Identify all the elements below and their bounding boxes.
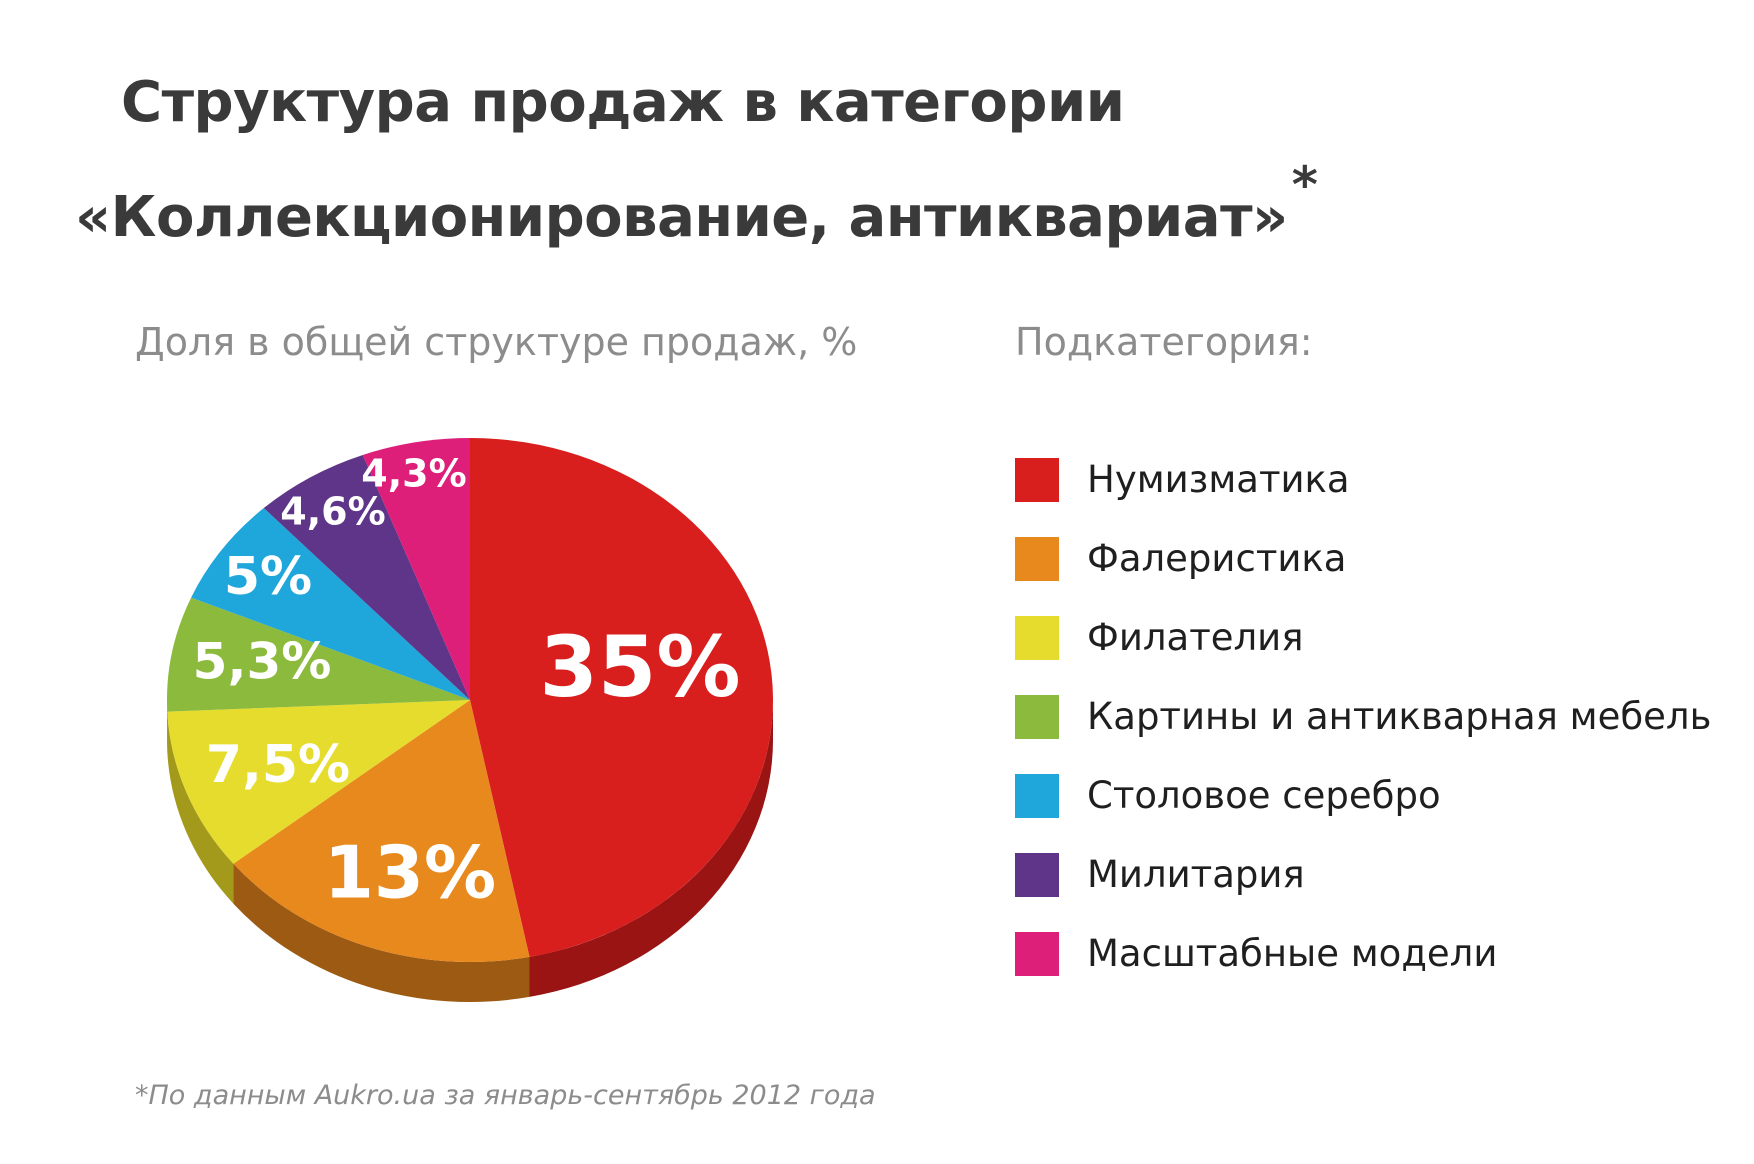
legend-item: Филателия: [1015, 598, 1711, 677]
legend-label: Милитария: [1087, 853, 1305, 896]
legend: Нумизматика Фалеристика Филателия Картины и…: [1015, 440, 1711, 993]
legend-swatch: [1015, 931, 1059, 976]
legend-label: Нумизматика: [1087, 458, 1350, 501]
pie-label-3: 5,3%: [193, 633, 332, 691]
chart-title: Структура продаж в категории «Коллекцион…: [75, 62, 1318, 259]
legend-swatch: [1015, 773, 1059, 818]
pie-slice-0: [470, 438, 773, 957]
legend-label: Картины и антикварная мебель: [1087, 695, 1712, 738]
legend-label: Фалеристика: [1087, 537, 1347, 580]
legend-item: Столовое серебро: [1015, 756, 1711, 835]
legend-swatch: [1015, 694, 1059, 739]
pie-label-5: 4,6%: [280, 490, 385, 534]
footnote: *По данным Aukro.ua за январь-сентябрь 2…: [135, 1080, 876, 1111]
legend-item: Фалеристика: [1015, 519, 1711, 598]
legend-swatch: [1015, 536, 1059, 581]
pie-label-2: 7,5%: [206, 735, 350, 795]
legend-item: Картины и антикварная мебель: [1015, 677, 1711, 756]
chart-title-line2: «Коллекционирование, антиквариат»*: [75, 144, 1318, 259]
legend-item: Масштабные модели: [1015, 914, 1711, 993]
pie-slice-3: [167, 597, 470, 712]
legend-swatch: [1015, 457, 1059, 502]
pie-side-2: [167, 711, 234, 904]
legend-swatch: [1015, 615, 1059, 660]
pie-slice-5: [263, 454, 470, 700]
chart-title-line2-text: «Коллекционирование, антиквариат»: [75, 185, 1288, 250]
pie-slice-2: [167, 700, 470, 864]
legend-title: Подкатегория:: [1015, 320, 1313, 364]
chart-title-line1: Структура продаж в категории: [121, 70, 1125, 135]
legend-item: Нумизматика: [1015, 440, 1711, 519]
pie-side-1: [233, 863, 530, 1002]
pie-side-0: [529, 700, 773, 997]
pie-slice-4: [191, 508, 470, 700]
pie-label-1: 13%: [324, 831, 496, 915]
pie-slice-6: [362, 438, 470, 700]
legend-item: Милитария: [1015, 835, 1711, 914]
title-asterisk: *: [1291, 156, 1318, 214]
legend-swatch: [1015, 852, 1059, 897]
pie-label-4: 5%: [224, 547, 312, 607]
pie-slice-1: [233, 700, 530, 962]
legend-label: Филателия: [1087, 616, 1304, 659]
legend-label: Столовое серебро: [1087, 774, 1441, 817]
share-caption: Доля в общей структуре продаж, %: [135, 320, 858, 364]
pie-label-6: 4,3%: [361, 452, 466, 496]
pie-label-0: 35%: [539, 618, 740, 716]
legend-label: Масштабные модели: [1087, 932, 1498, 975]
